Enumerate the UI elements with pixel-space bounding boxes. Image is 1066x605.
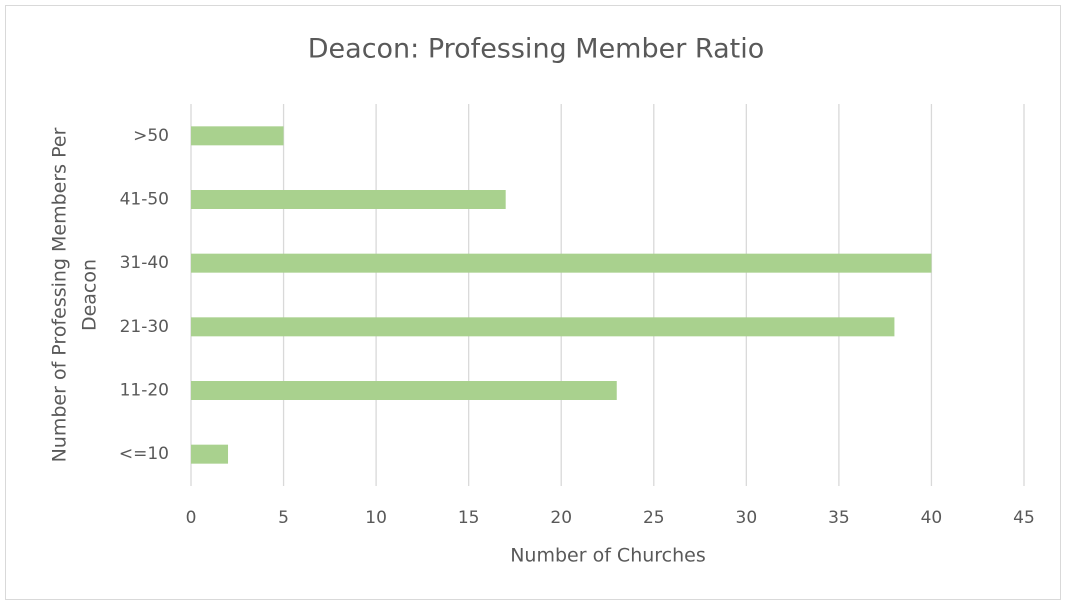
x-tick-label: 45	[1013, 508, 1035, 528]
x-axis-title: Number of Churches	[510, 545, 706, 567]
bar	[191, 253, 932, 273]
bar	[191, 444, 229, 464]
bar	[191, 317, 895, 337]
y-axis-title: Number of Professing Members Per Deacon	[49, 127, 101, 462]
x-tick-label: 20	[550, 508, 572, 528]
chart-border	[5, 5, 1061, 600]
y-tick-label: <=10	[119, 444, 169, 464]
x-tick-label: 5	[278, 508, 289, 528]
bar	[191, 381, 617, 400]
y-tick-label: 31-40	[120, 253, 169, 273]
y-axis-title-line: Deacon	[79, 259, 101, 331]
y-tick-label: >50	[133, 126, 169, 146]
y-tick-label: 21-30	[120, 317, 169, 337]
bar	[191, 190, 506, 209]
x-tick-label: 25	[643, 508, 665, 528]
chart-title: Deacon: Professing Member Ratio	[308, 34, 764, 65]
y-tick-label: 11-20	[120, 381, 169, 401]
x-tick-label: 35	[828, 508, 850, 528]
x-tick-label: 15	[458, 508, 480, 528]
y-axis-title-line: Number of Professing Members Per	[49, 127, 71, 462]
y-tick-label: 41-50	[120, 190, 169, 210]
x-tick-label: 10	[365, 508, 387, 528]
x-tick-label: 40	[921, 508, 943, 528]
x-tick-label: 30	[736, 508, 758, 528]
x-tick-label: 0	[186, 508, 197, 528]
bar	[191, 126, 284, 146]
